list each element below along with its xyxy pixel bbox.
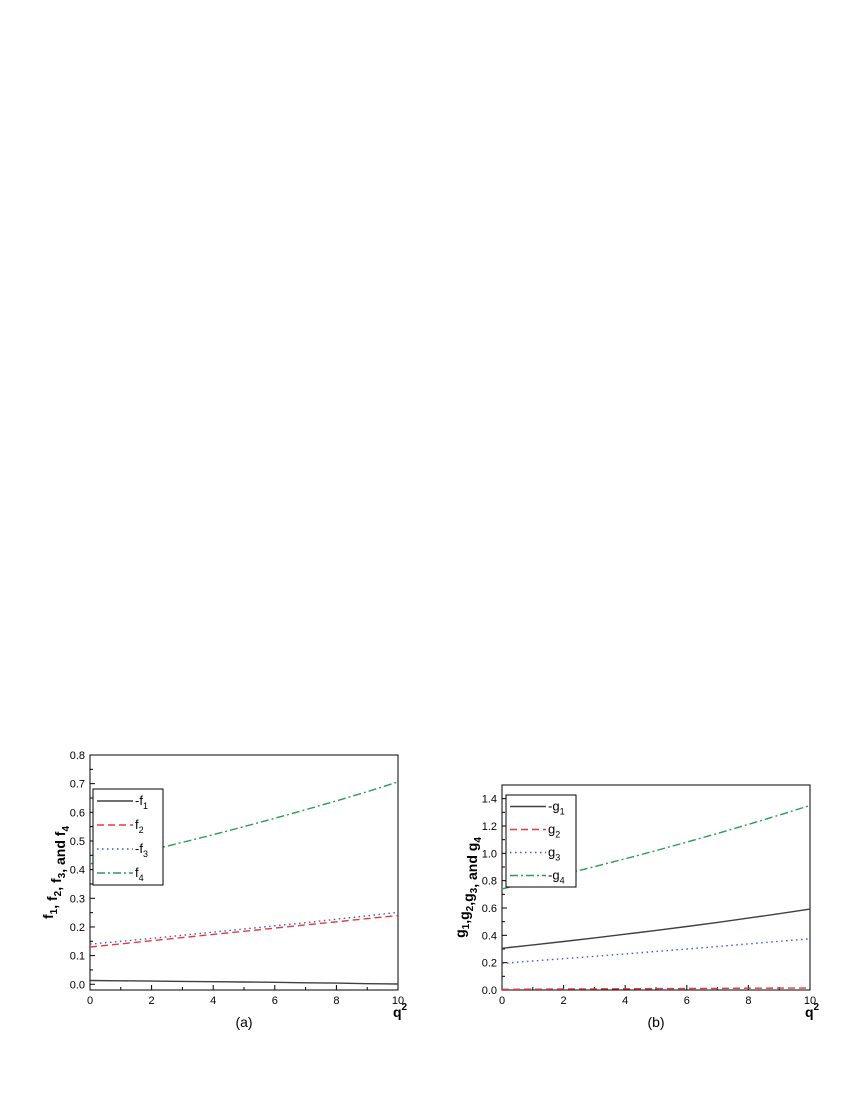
legend-label: -g1 [548, 799, 565, 817]
legend-label: f4 [135, 865, 144, 883]
y-tick-label: 1.0 [482, 848, 497, 860]
y-axis-label: f1, f2, f3, and f4 [40, 826, 72, 920]
y-tick-label: 0.0 [70, 979, 85, 991]
x-tick-label: 2 [561, 995, 567, 1007]
x-tick-label: 4 [210, 995, 216, 1007]
y-tick-label: 0.7 [70, 779, 85, 791]
y-tick-label: 1.4 [482, 794, 497, 806]
series-line-2 [89, 914, 399, 948]
y-tick-label: 0.6 [70, 807, 85, 819]
panel-label: (a) [235, 1014, 252, 1030]
series-line-1 [501, 908, 811, 949]
y-tick-label: 0.2 [482, 958, 497, 970]
x-tick-label: 8 [333, 995, 339, 1007]
y-tick-label: 0.0 [482, 985, 497, 997]
y-tick-label: 0.8 [70, 750, 85, 762]
chart-panel-a: 0 2 4 6 8 10 0.0 0.1 0.2 0.3 0.4 0.5 0.6 0.7 0.8 -f1 f2 -… [40, 750, 408, 1030]
y-tick-label: 1.2 [482, 821, 497, 833]
series-line-2 [501, 987, 811, 990]
legend-label: g3 [548, 845, 560, 863]
y-tick-label: 0.4 [70, 865, 85, 877]
chart-panel-b: 0 2 4 6 8 10 0.0 0.2 0.4 0.6 0.8 1.0 1.2 1.4 -g1 g2 g3 -g… [452, 784, 820, 1030]
x-tick-label: 8 [745, 995, 751, 1007]
y-tick-label: 0.6 [482, 903, 497, 915]
legend-box [505, 794, 577, 888]
y-tick-label: 0.8 [482, 876, 497, 888]
y-tick-label: 0.3 [70, 893, 85, 905]
y-tick-label: 0.2 [70, 922, 85, 934]
y-axis-label: g1,g2,g3, and g4 [452, 837, 484, 938]
legend-label: -f1 [135, 793, 148, 811]
x-tick-label: 6 [684, 995, 690, 1007]
panel-label: (b) [647, 1014, 664, 1030]
series-line-1 [89, 979, 399, 985]
series-line-3 [501, 938, 811, 965]
x-tick-label: 4 [622, 995, 628, 1007]
x-tick-label: 0 [87, 995, 93, 1007]
x-tick-label: 2 [149, 995, 155, 1007]
series-line-3 [89, 911, 399, 945]
x-tick-label: 0 [499, 995, 505, 1007]
x-tick-label: 10 [804, 995, 816, 1007]
x-tick-label: 10 [392, 995, 404, 1007]
legend-label: g2 [548, 822, 560, 840]
legend-label: -f3 [135, 841, 148, 859]
y-tick-label: 0.4 [482, 930, 497, 942]
x-axis-label: q2 [393, 1002, 408, 1020]
legend-label: f2 [135, 817, 144, 835]
x-tick-label: 6 [272, 995, 278, 1007]
legend-label: -g4 [548, 868, 565, 886]
y-tick-label: 0.1 [70, 951, 85, 963]
x-axis-label: q2 [805, 1002, 820, 1020]
y-tick-label: 0.5 [70, 836, 85, 848]
legend-box [92, 788, 164, 886]
